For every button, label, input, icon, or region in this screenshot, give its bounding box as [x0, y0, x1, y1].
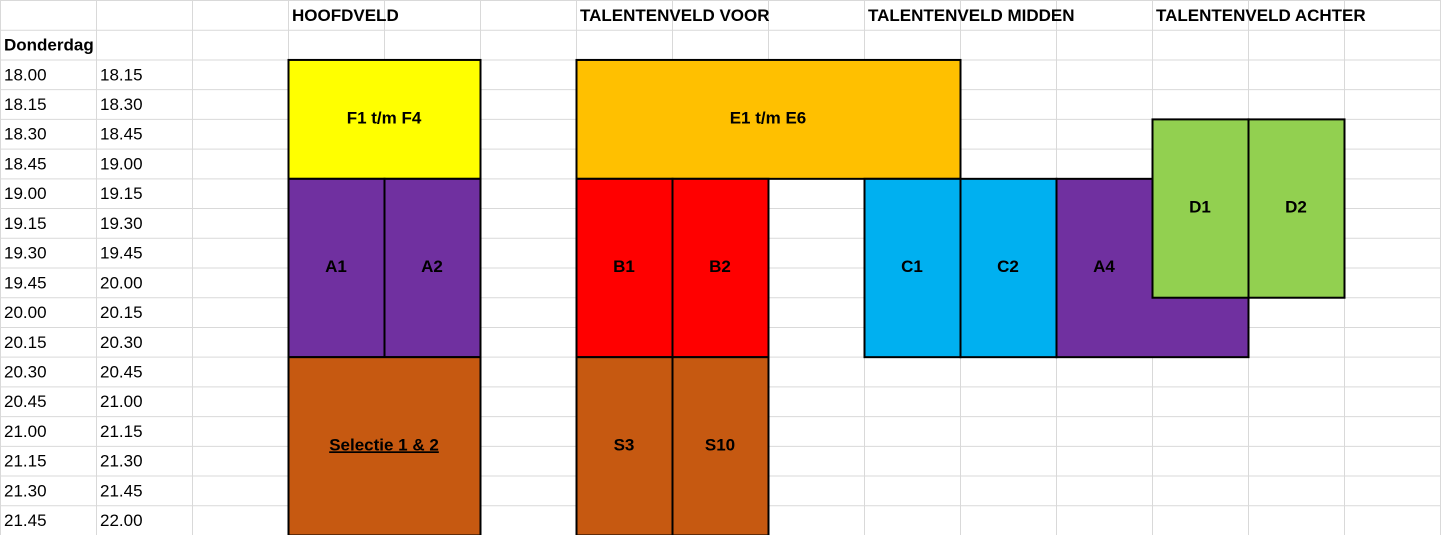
- start-time: 19.30: [4, 244, 47, 263]
- end-time: 20.30: [100, 333, 143, 352]
- start-time: 18.15: [4, 95, 47, 114]
- field-header: TALENTENVELD ACHTER: [1156, 6, 1366, 25]
- end-time: 20.45: [100, 362, 143, 381]
- start-time: 20.30: [4, 362, 47, 381]
- start-time: 21.15: [4, 452, 47, 471]
- block-label: S3: [614, 435, 635, 454]
- end-time: 21.00: [100, 392, 143, 411]
- block-label: A2: [421, 257, 443, 276]
- block-label: S10: [705, 435, 735, 454]
- start-time: 18.45: [4, 154, 47, 173]
- field-header: TALENTENVELD VOOR: [580, 6, 770, 25]
- end-time: 19.30: [100, 214, 143, 233]
- block-label: F1 t/m F4: [347, 108, 422, 127]
- end-time: 18.45: [100, 125, 143, 144]
- end-time: 19.45: [100, 244, 143, 263]
- start-time: 18.00: [4, 65, 47, 84]
- block: [1247, 118, 1346, 299]
- start-time: 21.00: [4, 422, 47, 441]
- block-label: E1 t/m E6: [730, 108, 807, 127]
- block: [287, 356, 482, 535]
- field-header: HOOFDVELD: [292, 6, 399, 25]
- field-header: TALENTENVELD MIDDEN: [868, 6, 1075, 25]
- block-label: A4: [1093, 257, 1115, 276]
- start-time: 20.45: [4, 392, 47, 411]
- block: [863, 177, 962, 359]
- block-label: B2: [709, 257, 731, 276]
- block-label: B1: [613, 257, 635, 276]
- end-time: 18.15: [100, 65, 143, 84]
- block-label: C1: [901, 257, 923, 276]
- start-time: 18.30: [4, 125, 47, 144]
- end-time: 18.30: [100, 95, 143, 114]
- block: [575, 58, 962, 180]
- block: [287, 58, 482, 180]
- block: [959, 177, 1058, 359]
- start-time: 21.45: [4, 511, 47, 530]
- block: [575, 177, 674, 359]
- block: [287, 177, 386, 359]
- block-label: A1: [325, 257, 347, 276]
- start-time: 19.45: [4, 273, 47, 292]
- start-time: 20.15: [4, 333, 47, 352]
- end-time: 21.45: [100, 481, 143, 500]
- start-time: 19.15: [4, 214, 47, 233]
- day-label: Donderdag: [4, 36, 94, 55]
- end-time: 20.00: [100, 273, 143, 292]
- block: [671, 177, 770, 359]
- end-time: 19.15: [100, 184, 143, 203]
- block-label: Selectie 1 & 2: [329, 435, 439, 454]
- start-time: 20.00: [4, 303, 47, 322]
- end-time: 19.00: [100, 154, 143, 173]
- block: [575, 356, 674, 535]
- end-time: 22.00: [100, 511, 143, 530]
- start-time: 21.30: [4, 481, 47, 500]
- block: [1151, 118, 1250, 299]
- end-time: 20.15: [100, 303, 143, 322]
- block-label: D2: [1285, 198, 1307, 217]
- start-time: 19.00: [4, 184, 47, 203]
- block-label: C2: [997, 257, 1019, 276]
- block-label: D1: [1189, 198, 1211, 217]
- end-time: 21.15: [100, 422, 143, 441]
- end-time: 21.30: [100, 452, 143, 471]
- block: [671, 356, 770, 535]
